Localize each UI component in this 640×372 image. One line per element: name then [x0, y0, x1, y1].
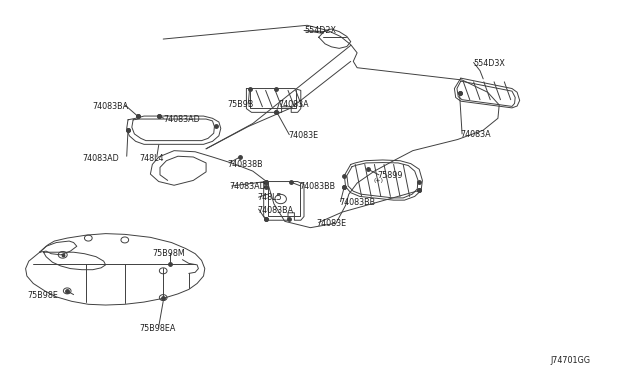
Text: J74701GG: J74701GG [550, 356, 590, 365]
Text: 74083BA: 74083BA [257, 206, 293, 215]
Text: 74083BB: 74083BB [339, 198, 375, 207]
Text: 748L4: 748L4 [140, 154, 164, 163]
Text: 554D3X: 554D3X [474, 59, 506, 68]
Text: 75B9B: 75B9B [227, 100, 253, 109]
Text: 74083AD: 74083AD [229, 182, 266, 191]
Text: 74083E: 74083E [317, 219, 347, 228]
Text: 74083E: 74083E [288, 131, 318, 140]
Text: 748L5: 748L5 [257, 193, 282, 202]
Text: 75899: 75899 [378, 171, 403, 180]
Text: 75B98E: 75B98E [28, 291, 58, 300]
Text: 740838B: 740838B [227, 160, 263, 169]
Text: 75B98EA: 75B98EA [140, 324, 176, 333]
Text: 74083BA: 74083BA [93, 102, 129, 110]
Text: 74083A: 74083A [278, 100, 309, 109]
Text: 74083BB: 74083BB [300, 182, 335, 191]
Text: 74083AD: 74083AD [163, 115, 200, 124]
Text: 74083A: 74083A [461, 130, 492, 139]
Text: 554D2X: 554D2X [304, 26, 336, 35]
Text: (+): (+) [374, 178, 384, 183]
Text: 74083AD: 74083AD [82, 154, 118, 163]
Text: 75B98M: 75B98M [152, 249, 185, 258]
